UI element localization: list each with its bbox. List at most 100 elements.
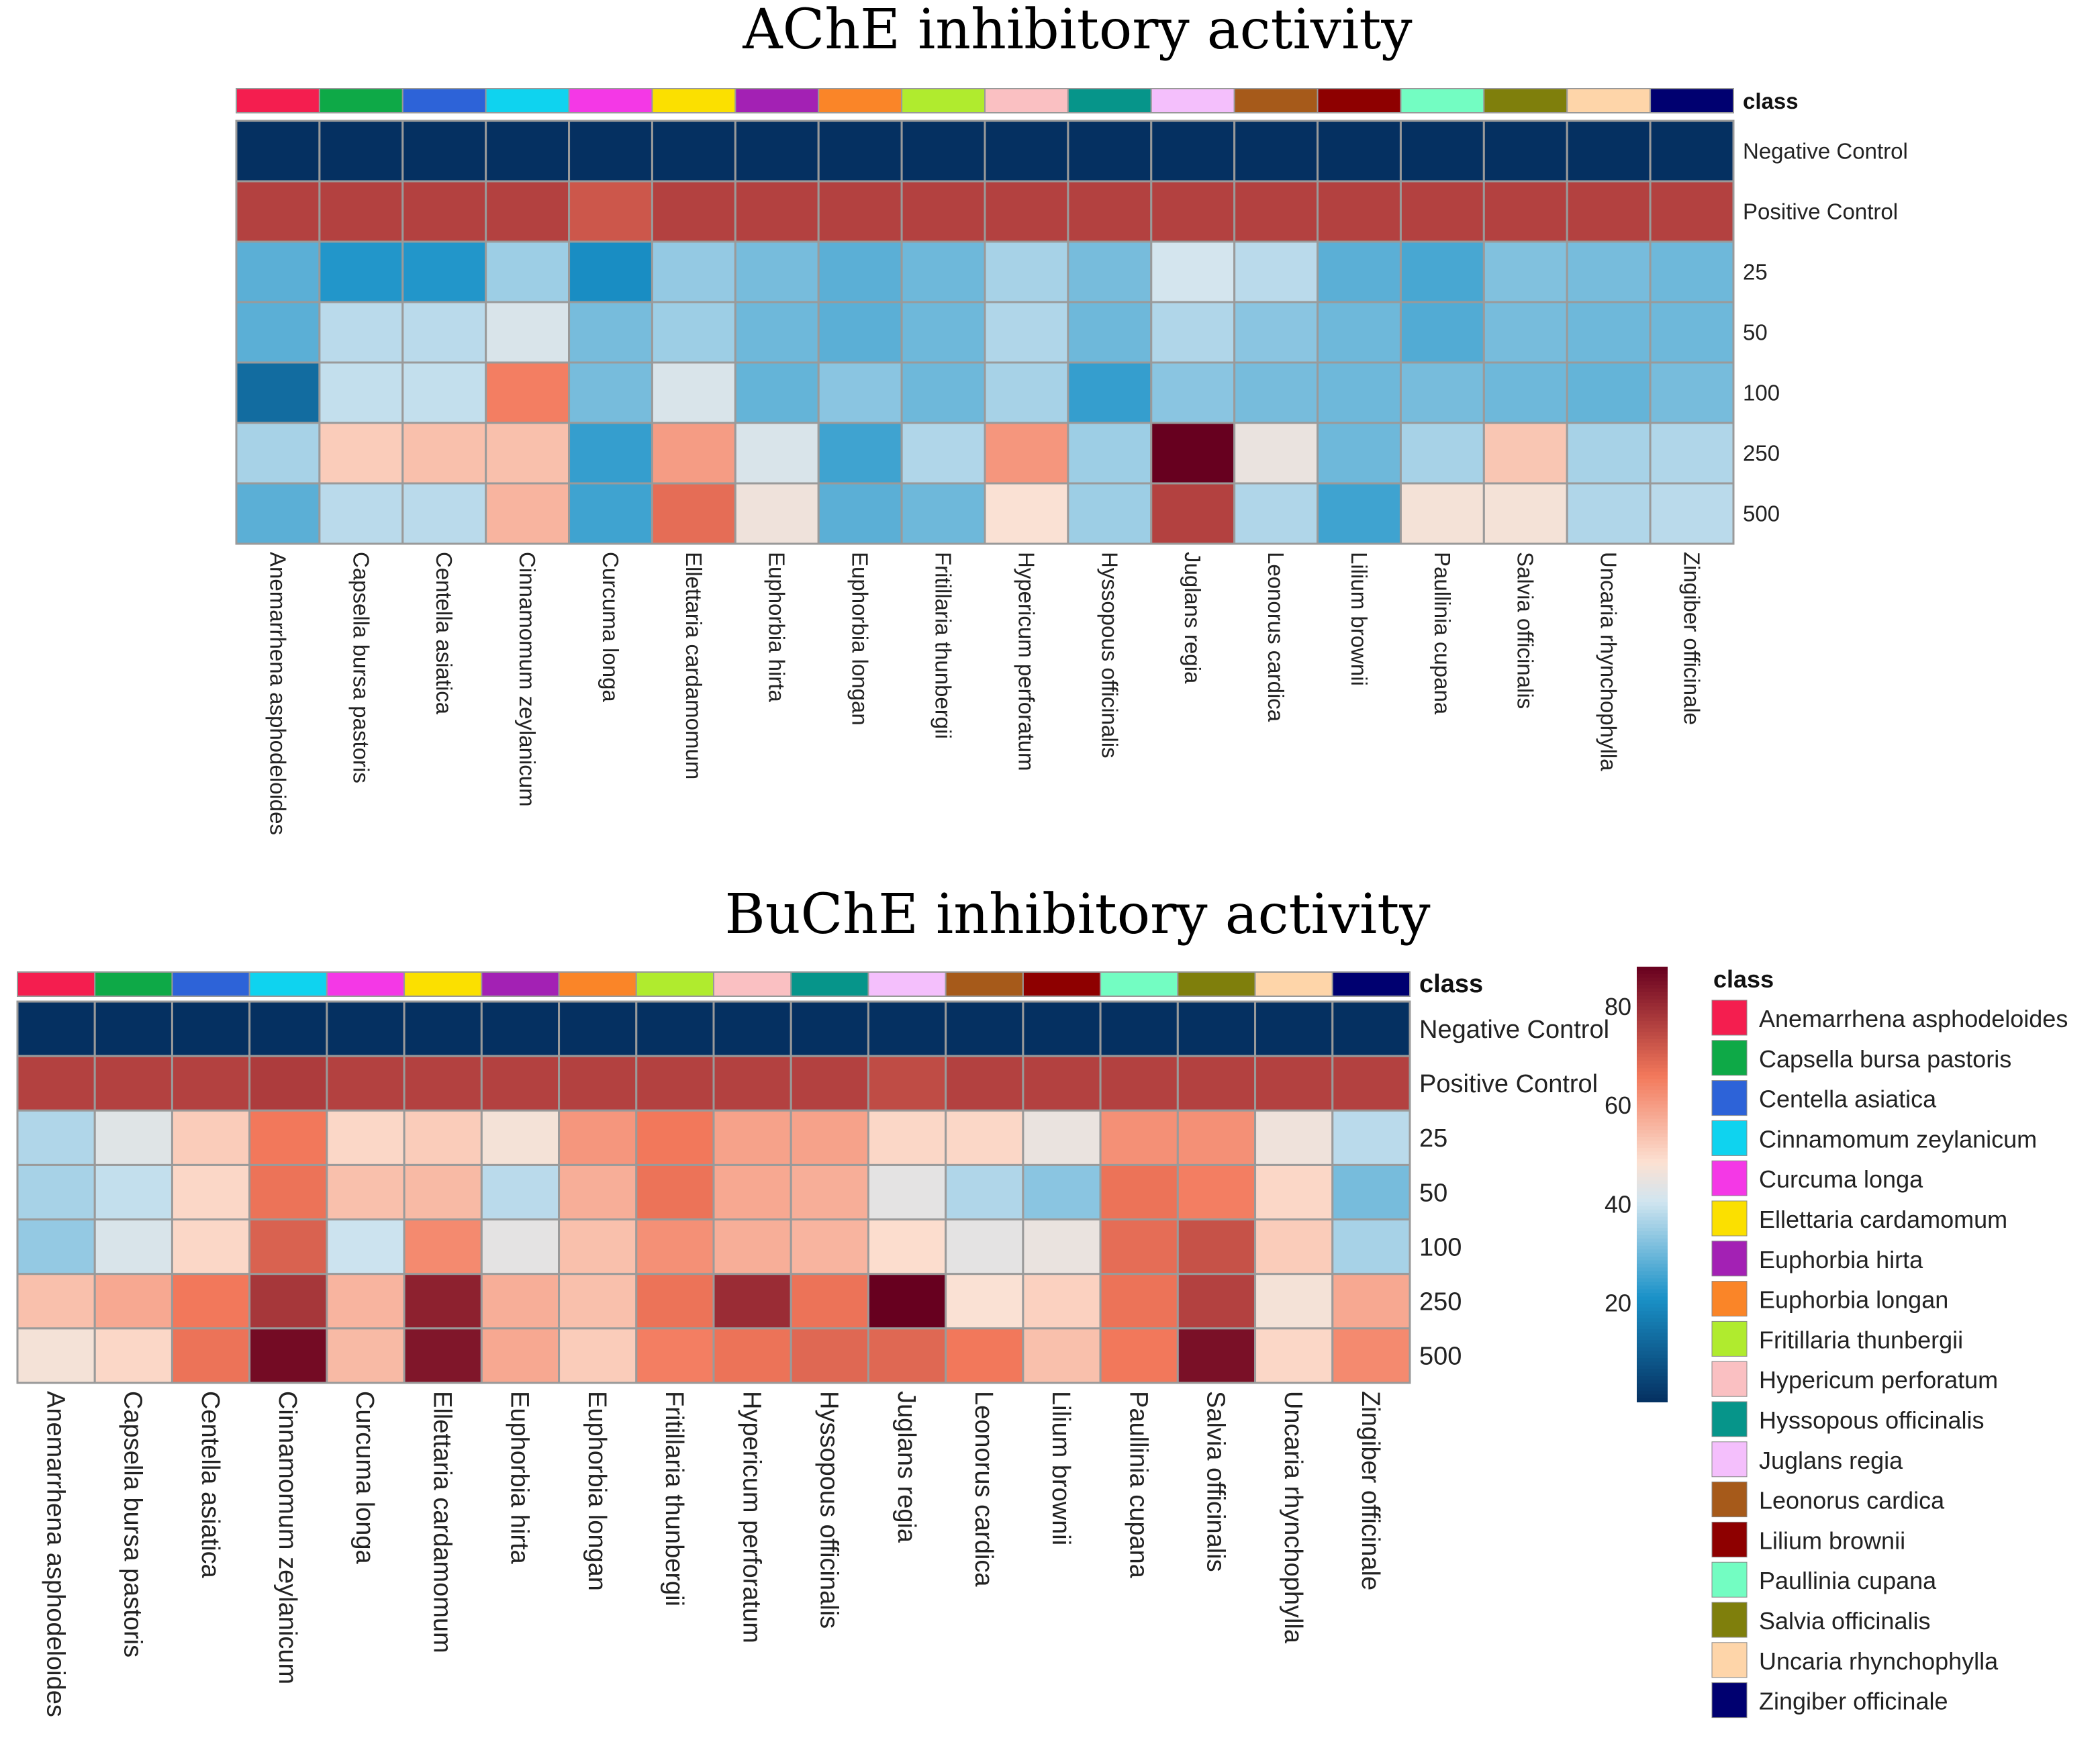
class-strip-cell (1400, 88, 1485, 113)
class-strip-cell (481, 971, 560, 997)
heatmap-cell (1150, 361, 1236, 424)
heatmap-cell (568, 482, 653, 545)
heatmap-cell (900, 361, 986, 424)
legend-label: Centella asiatica (1759, 1085, 1937, 1113)
heatmap-cell (401, 301, 487, 364)
legend-swatch (1711, 1040, 1748, 1076)
heatmap-cell (480, 1273, 561, 1330)
heatmap-cell (867, 1055, 947, 1112)
heatmap-cell (318, 422, 404, 485)
heatmap-cell (651, 180, 736, 243)
heatmap-cell (1399, 180, 1485, 243)
heatmap-cell (635, 1163, 715, 1221)
column-label: Cinnamomum zeylanicum (515, 552, 540, 807)
legend-swatch (1711, 1602, 1748, 1638)
heatmap-cell (790, 1163, 869, 1221)
colorbar-segment (1637, 1398, 1668, 1402)
colorbar-segment (1637, 1148, 1668, 1153)
heatmap-cell (900, 180, 986, 243)
heatmap-cell (734, 301, 820, 364)
heatmap-cell (480, 1109, 561, 1166)
heatmap-cell (734, 119, 820, 183)
heatmap-cell (867, 1327, 947, 1384)
column-label: Leonorus cardica (1263, 552, 1288, 722)
colorbar-segment (1637, 1354, 1668, 1359)
colorbar-segment (1637, 992, 1668, 997)
colorbar-segment (1637, 1311, 1668, 1316)
heatmap-cell (248, 1109, 328, 1166)
class-strip-cell (171, 971, 250, 997)
heatmap-cell (867, 1273, 947, 1330)
legend-swatch (1711, 1401, 1748, 1437)
colorbar-segment (1637, 1358, 1668, 1363)
heatmap-cell (984, 361, 1069, 424)
colorbar-tick: 60 (1605, 1092, 1631, 1119)
heatmap-cell (558, 1327, 638, 1384)
heatmap-cell (235, 361, 321, 424)
heatmap-cell (568, 361, 653, 424)
colorbar-segment (1637, 1151, 1668, 1156)
heatmap-cell (651, 119, 736, 183)
heatmap-cell (568, 180, 653, 243)
heatmap-cell (16, 1000, 96, 1057)
heatmap-cell (790, 1000, 869, 1057)
colorbar-segment (1637, 1141, 1668, 1145)
column-label: Juglans regia (892, 1391, 920, 1543)
heatmap-cell (734, 361, 820, 424)
heatmap-cell (485, 240, 571, 303)
heatmap-cell (1317, 422, 1402, 485)
legend-swatch (1711, 1241, 1748, 1277)
colorbar-segment (1637, 1046, 1668, 1051)
colorbar-segment (1637, 1307, 1668, 1312)
heatmap-cell (1317, 240, 1402, 303)
colorbar-segment (1637, 1191, 1668, 1196)
heatmap-cell (1482, 119, 1568, 183)
heatmap-cell (401, 119, 487, 183)
heatmap-cell (635, 1327, 715, 1384)
class-strip-label: class (1419, 970, 1483, 998)
legend-swatch (1711, 1281, 1748, 1317)
heatmap-cell (635, 1218, 715, 1275)
colorbar-segment (1637, 1384, 1668, 1388)
heatmap-cell (635, 1055, 715, 1112)
heatmap-cell (651, 301, 736, 364)
legend-label: Hypericum perforatum (1759, 1366, 1998, 1394)
heatmap-cell (171, 1163, 251, 1221)
legend-label: Capsella bursa pastoris (1759, 1045, 2011, 1073)
colorbar-segment (1637, 1387, 1668, 1392)
heatmap-cell (945, 1218, 1024, 1275)
colorbar-segment (1637, 1282, 1668, 1287)
colorbar-segment (1637, 1068, 1668, 1073)
heatmap-cell (318, 119, 404, 183)
colorbar-segment (1637, 1050, 1668, 1055)
row-label: 25 (1419, 1124, 1447, 1153)
heatmap-cell (945, 1273, 1024, 1330)
heatmap-cell (403, 1327, 483, 1384)
legend-label: Salvia officinalis (1759, 1607, 1930, 1635)
heatmap-cell (790, 1218, 869, 1275)
heatmap-cell (171, 1218, 251, 1275)
colorbar-segment (1637, 1159, 1668, 1163)
colorbar-segment (1637, 1249, 1668, 1254)
legend-swatch (1711, 1561, 1748, 1598)
heatmap-cell (318, 361, 404, 424)
heatmap-cell (1150, 482, 1236, 545)
heatmap-cell (945, 1000, 1024, 1057)
heatmap-cell (984, 119, 1069, 183)
heatmap-cell (1022, 1327, 1102, 1384)
colorbar-segment (1637, 1209, 1668, 1214)
row-label: 500 (1419, 1343, 1462, 1371)
legend-title: class (1713, 965, 1774, 993)
heatmap-cell (1649, 482, 1735, 545)
colorbar-segment (1637, 1267, 1668, 1272)
colorbar-tick: 40 (1605, 1190, 1631, 1218)
colorbar-segment (1637, 1155, 1668, 1160)
colorbar-segment (1637, 1245, 1668, 1251)
class-strip-label: class (1743, 89, 1799, 113)
class-strip-cell (485, 88, 570, 113)
heatmap-cell (790, 1055, 869, 1112)
heatmap-cell (403, 1273, 483, 1330)
colorbar-segment (1637, 1275, 1668, 1280)
heatmap-cell (485, 180, 571, 243)
colorbar-segment (1637, 1260, 1668, 1265)
